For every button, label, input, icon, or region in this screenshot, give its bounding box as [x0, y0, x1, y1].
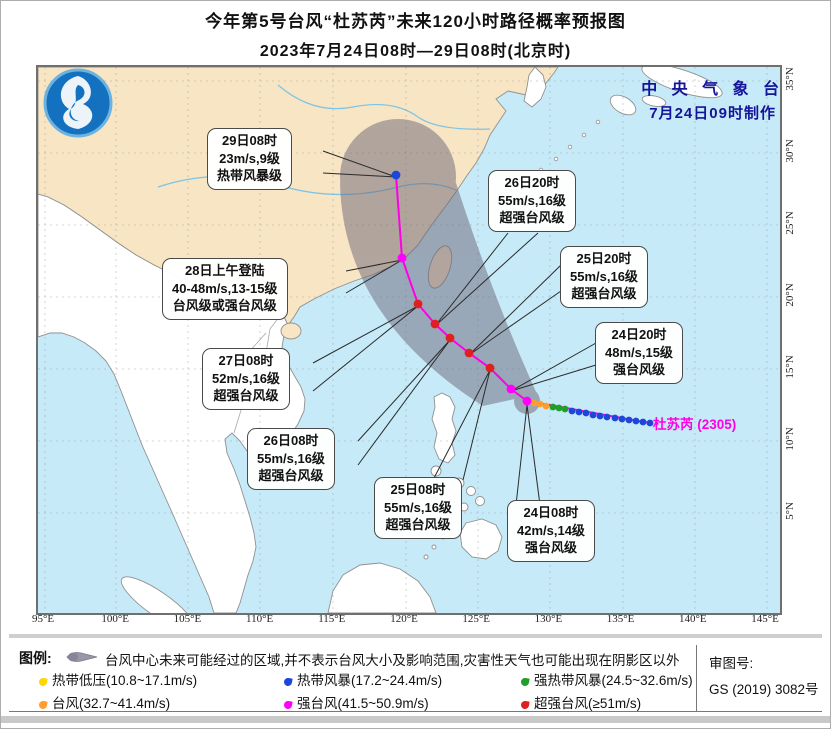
callout-24d08: 24日08时 42m/s,14级 强台风级	[507, 500, 595, 562]
separator-band	[9, 634, 822, 638]
callout-29d08: 29日08时 23m/s,9级 热带风暴级	[207, 128, 293, 190]
lat-label: 15°N	[784, 355, 796, 379]
lon-label: 145°E	[751, 613, 779, 625]
legend-divider	[696, 645, 697, 711]
map-review-number: 审图号: GS (2019) 3082号	[709, 651, 819, 703]
legend-item-label: 热带低压(10.8~17.1m/s)	[52, 673, 198, 688]
legend-title: 图例:	[19, 650, 52, 666]
sumatra-island	[120, 576, 196, 613]
lon-label: 95°E	[31, 613, 55, 625]
callout-25d08: 25日08时 55m/s,16级 超强台风级	[374, 477, 462, 539]
page-title: 今年第5号台风“杜苏芮”未来120小时路径概率预报图 2023年7月24日08时…	[1, 7, 830, 61]
intensity-dot-icon	[520, 700, 530, 710]
lon-label: 130°E	[534, 613, 563, 625]
legend-item-label: 强台风(41.5~50.9m/s)	[297, 696, 429, 711]
callout-25d20: 25日20时 55m/s,16级 超强台风级	[560, 246, 648, 308]
borneo-island	[327, 562, 437, 613]
review-number: GS (2019) 3082号	[709, 682, 819, 697]
past-track	[526, 399, 654, 427]
lon-label: 140°E	[678, 613, 707, 625]
bottom-band	[1, 716, 830, 723]
legend-item-label: 超强台风(≥51m/s)	[534, 696, 642, 711]
lat-label: 20°N	[784, 283, 796, 307]
lon-label: 135°E	[606, 613, 635, 625]
lat-label: 25°N	[784, 211, 796, 235]
storm-name-label: 杜苏芮 (2305)	[653, 417, 737, 432]
point-28d	[397, 253, 407, 263]
legend-item: 热带低压(10.8~17.1m/s)	[38, 669, 198, 689]
legend-item: 超强台风(≥51m/s)	[520, 692, 642, 712]
legend-item: 台风(32.7~41.4m/s)	[38, 692, 171, 712]
callout-26d20: 26日20时 55m/s,16级 超强台风级	[488, 170, 576, 232]
lat-label: 30°N	[784, 139, 796, 163]
intensity-dot-icon	[520, 677, 530, 687]
point-24d20	[506, 384, 516, 394]
intensity-dot-icon	[38, 677, 48, 687]
legend-cone-note: 台风中心未来可能经过的区域,并不表示台风大小及影响范围,灾害性天气也可能出现在阴…	[105, 653, 680, 668]
callout-24d20: 24日20时 48m/s,15级 强台风级	[595, 322, 683, 384]
callout-27d08: 27日08时 52m/s,16级 超强台风级	[202, 348, 290, 410]
korea-peninsula	[523, 67, 547, 108]
legend-item: 强热带风暴(24.5~32.6m/s)	[520, 669, 693, 689]
point-26d20	[430, 319, 440, 329]
forecast-track	[391, 170, 532, 406]
point-25d20	[464, 348, 474, 358]
legend-item-label: 强热带风暴(24.5~32.6m/s)	[534, 673, 693, 688]
agency-issue-time: 7月24日09时制作	[649, 105, 776, 122]
agency-credit: 中 央 气 象 台 7月24日09时制作	[641, 75, 784, 123]
cone-legend-icon	[66, 652, 98, 662]
point-26d08	[445, 333, 455, 343]
legend: 图例: 台风中心未来可能经过的区域,并不表示台风大小及影响范围,灾害性天气也可能…	[9, 645, 822, 712]
lat-label: 10°N	[784, 427, 796, 451]
callout-leader-lines	[312, 150, 597, 506]
intensity-dot-icon	[38, 700, 48, 710]
legend-item: 强台风(41.5~50.9m/s)	[283, 692, 429, 712]
legend-item: 热带风暴(17.2~24.4m/s)	[283, 669, 443, 689]
lon-label: 125°E	[462, 613, 490, 625]
lat-label: 35°N	[784, 67, 796, 91]
legend-item-label: 热带风暴(17.2~24.4m/s)	[297, 673, 443, 688]
title-line-2: 2023年7月24日08时—29日08时(北京时)	[259, 43, 572, 60]
intensity-dot-icon	[283, 700, 293, 710]
callout-28d-landfall: 28日上午登陆 40-48m/s,13-15级 台风级或强台风级	[162, 258, 288, 320]
lon-label: 110°E	[245, 613, 274, 625]
callout-26d08: 26日08时 55m/s,16级 超强台风级	[247, 428, 335, 490]
lat-label: 5°N	[784, 502, 796, 520]
review-label: 审图号:	[709, 656, 754, 671]
lon-label: 100°E	[101, 613, 129, 625]
lon-label: 120°E	[390, 613, 418, 625]
point-29d08	[391, 170, 401, 180]
lon-label: 115°E	[318, 613, 346, 625]
lon-label: 105°E	[173, 613, 202, 625]
intensity-dot-icon	[283, 677, 293, 687]
point-24d08	[522, 396, 532, 406]
agency-name: 中 央 气 象 台	[641, 81, 784, 98]
title-line-1: 今年第5号台风“杜苏芮”未来120小时路径概率预报图	[205, 12, 626, 31]
point-27d08	[413, 299, 423, 309]
legend-item-label: 台风(32.7~41.4m/s)	[52, 696, 171, 711]
point-25d08	[485, 363, 495, 373]
hainan-island	[280, 322, 302, 340]
cma-logo-icon	[43, 68, 113, 138]
